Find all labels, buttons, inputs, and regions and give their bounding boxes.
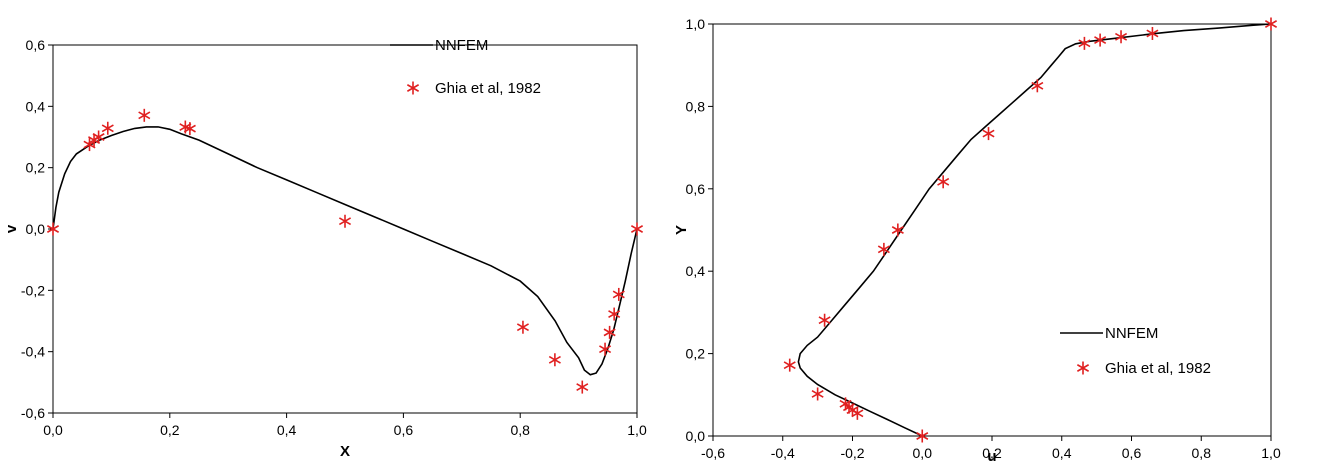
data-point-ghia — [891, 223, 904, 237]
chart-0: 0,0 0,2 0,4 0,6 0,8 1,0 0,6 0,4 0,2 0,0 -0,2 -0,4 -0… — [3, 37, 647, 460]
legend-label-nnfem: NNFEM — [1105, 325, 1158, 342]
y-tick-label: 0,2 — [26, 160, 46, 176]
x-tick-label: 0,4 — [1052, 445, 1072, 461]
data-point-ghia — [937, 175, 950, 189]
y-tick-label: 0,0 — [26, 221, 46, 237]
x-tick-label: 1,0 — [1261, 445, 1281, 461]
y-tick-label: 1,0 — [686, 16, 706, 32]
legend-label-ghia: Ghia et al, 1982 — [1105, 360, 1211, 377]
x-tick-label: -0,2 — [840, 445, 864, 461]
x-tick-label: -0,6 — [701, 445, 725, 461]
legend-marker-swatch — [1076, 361, 1090, 375]
data-point-ghia — [982, 127, 995, 141]
y-axis-label: v — [3, 224, 20, 233]
x-tick-label: 0,8 — [510, 422, 530, 438]
legend-label-ghia: Ghia et al, 1982 — [435, 80, 541, 97]
x-tick-label: 0,0 — [43, 422, 63, 438]
data-point-ghia — [548, 353, 561, 367]
data-point-ghia — [612, 287, 625, 301]
y-tick-label: 0,6 — [686, 181, 706, 197]
data-point-ghia — [1264, 17, 1278, 31]
x-axis-label: u — [987, 448, 996, 464]
x-axis-label: X — [340, 443, 350, 460]
data-point-ghia — [1078, 36, 1091, 50]
y-axis-label: Y — [673, 225, 690, 235]
plot-frame — [52, 44, 638, 414]
data-point-ghia — [92, 130, 105, 144]
data-point-ghia — [516, 320, 529, 334]
data-point-ghia — [576, 380, 589, 394]
data-point-ghia — [338, 214, 352, 228]
x-tick-label: 0,6 — [394, 422, 414, 438]
x-tick-label: 0,6 — [1122, 445, 1142, 461]
data-point-ghia — [877, 242, 890, 256]
x-tick-label: 0,2 — [982, 445, 1002, 461]
data-point-ghia — [916, 429, 929, 443]
data-point-ghia — [839, 397, 852, 411]
data-point-ghia — [630, 222, 644, 236]
series-line-nnfem — [797, 23, 1272, 437]
y-tick-label: 0,6 — [26, 37, 46, 53]
y-tick-label: -0,4 — [21, 344, 45, 360]
x-tick-label: 0,8 — [1192, 445, 1212, 461]
x-tick-label: 0,4 — [277, 422, 297, 438]
y-tick-label: -0,6 — [21, 405, 45, 421]
data-point-ghia — [608, 307, 621, 321]
legend-label-nnfem: NNFEM — [435, 37, 488, 54]
y-tick-label: 0,0 — [686, 428, 706, 444]
x-tick-label: 0,2 — [160, 422, 180, 438]
y-tick-label: -0,2 — [21, 282, 45, 298]
data-point-ghia — [818, 313, 831, 327]
data-point-ghia — [1094, 33, 1107, 47]
data-point-ghia — [599, 342, 612, 356]
data-point-ghia — [101, 121, 114, 135]
data-point-ghia — [183, 122, 196, 136]
data-point-ghia — [1115, 30, 1128, 44]
series-line-nnfem — [52, 126, 638, 376]
legend-marker-swatch — [406, 81, 420, 95]
data-point-ghia — [811, 387, 824, 401]
x-tick-label: -0,4 — [771, 445, 795, 461]
y-tick-label: 0,2 — [686, 346, 706, 362]
y-tick-label: 0,4 — [686, 263, 706, 279]
data-point-ghia — [138, 108, 151, 122]
chart-1: -0,6 -0,4 -0,2 0,0 0,2 0,4 0,6 0,8 1,0 1,0 0,8 0,6 0… — [673, 16, 1281, 464]
x-tick-label: 0,0 — [913, 445, 933, 461]
data-point-ghia — [46, 222, 60, 236]
y-tick-label: 0,8 — [686, 98, 706, 114]
data-point-ghia — [1031, 79, 1044, 93]
data-point-ghia — [603, 325, 616, 339]
y-tick-label: 0,4 — [26, 98, 46, 114]
data-point-ghia — [783, 358, 796, 372]
x-tick-label: 1,0 — [627, 422, 647, 438]
data-point-ghia — [83, 138, 96, 152]
data-point-ghia — [1146, 26, 1159, 40]
